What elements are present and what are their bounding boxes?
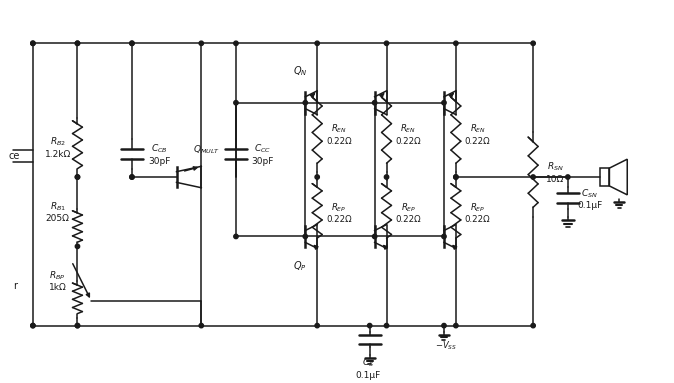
Circle shape: [31, 323, 35, 328]
Circle shape: [441, 323, 446, 328]
Text: $Q_N$: $Q_N$: [293, 64, 307, 78]
Circle shape: [75, 41, 80, 46]
Text: $-V_{SS}$: $-V_{SS}$: [435, 339, 457, 352]
Circle shape: [75, 175, 80, 179]
Bar: [599, 168, 609, 186]
Circle shape: [199, 41, 204, 46]
Circle shape: [367, 323, 372, 328]
Circle shape: [31, 41, 35, 46]
Circle shape: [384, 41, 389, 46]
Circle shape: [75, 41, 80, 46]
Circle shape: [75, 323, 80, 328]
Circle shape: [454, 323, 458, 328]
Circle shape: [234, 234, 238, 239]
Circle shape: [303, 101, 307, 105]
Circle shape: [234, 101, 238, 105]
Circle shape: [565, 175, 570, 179]
Text: $R_{BP}$
1kΩ: $R_{BP}$ 1kΩ: [49, 270, 67, 293]
Text: $Q_P$: $Q_P$: [293, 259, 307, 273]
Circle shape: [303, 234, 307, 239]
Circle shape: [130, 41, 134, 46]
Text: $R_{EP}$
0.22Ω: $R_{EP}$ 0.22Ω: [326, 201, 352, 224]
Text: $R_{EN}$
0.22Ω: $R_{EN}$ 0.22Ω: [326, 123, 352, 146]
Circle shape: [384, 175, 389, 179]
Circle shape: [75, 323, 80, 328]
Circle shape: [31, 323, 35, 328]
Circle shape: [315, 323, 319, 328]
Text: $C_{CC}$
30pF: $C_{CC}$ 30pF: [251, 143, 274, 166]
Text: $Q_{MULT}$: $Q_{MULT}$: [193, 143, 220, 155]
Text: $R_{SN}$
10Ω: $R_{SN}$ 10Ω: [546, 160, 564, 183]
Text: $R_{B1}$
205Ω: $R_{B1}$ 205Ω: [46, 200, 69, 223]
Circle shape: [441, 234, 446, 239]
Text: r: r: [13, 281, 17, 291]
Circle shape: [454, 175, 458, 179]
Circle shape: [199, 323, 204, 328]
Circle shape: [531, 41, 535, 46]
Circle shape: [75, 175, 80, 179]
Circle shape: [454, 175, 458, 179]
Circle shape: [373, 234, 377, 239]
Circle shape: [315, 41, 319, 46]
Circle shape: [384, 323, 389, 328]
Circle shape: [130, 41, 134, 46]
Text: $C_{CB}$
30pF: $C_{CB}$ 30pF: [148, 143, 171, 166]
Text: $R_{B2}$
1.2kΩ: $R_{B2}$ 1.2kΩ: [44, 136, 71, 159]
Circle shape: [315, 175, 319, 179]
Circle shape: [441, 101, 446, 105]
Circle shape: [31, 41, 35, 46]
Text: $R_{EP}$
0.22Ω: $R_{EP}$ 0.22Ω: [465, 201, 491, 224]
Circle shape: [75, 244, 80, 249]
Circle shape: [130, 175, 134, 179]
Circle shape: [531, 323, 535, 328]
Text: $C_{SN}$
0.1μF: $C_{SN}$ 0.1μF: [577, 187, 603, 210]
Text: $R_{EN}$
0.22Ω: $R_{EN}$ 0.22Ω: [396, 123, 421, 146]
Circle shape: [234, 41, 238, 46]
Text: $R_{EP}$
0.22Ω: $R_{EP}$ 0.22Ω: [396, 201, 421, 224]
Text: $C_S$
0.1μF: $C_S$ 0.1μF: [355, 357, 380, 380]
Circle shape: [373, 101, 377, 105]
Text: ce: ce: [8, 151, 20, 161]
Circle shape: [454, 41, 458, 46]
Circle shape: [130, 175, 134, 179]
Circle shape: [531, 175, 535, 179]
Text: $R_{EN}$
0.22Ω: $R_{EN}$ 0.22Ω: [465, 123, 491, 146]
